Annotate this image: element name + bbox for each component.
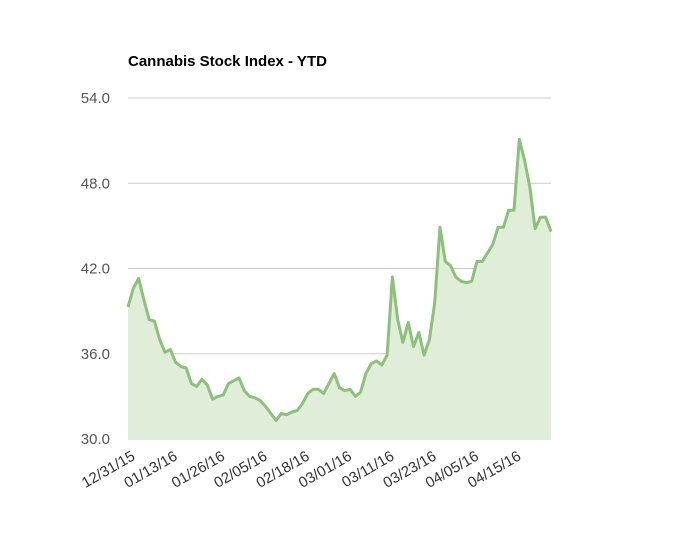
- y-tick-label: 54.0: [81, 90, 110, 107]
- y-tick-label: 30.0: [81, 431, 110, 448]
- chart-title: Cannabis Stock Index - YTD: [128, 53, 327, 70]
- y-tick-label: 42.0: [81, 261, 110, 278]
- series-line: [126, 137, 553, 422]
- y-axis: 30.0 36.0 42.0 48.0 54.0: [81, 90, 110, 448]
- y-tick-label: 36.0: [81, 346, 110, 363]
- y-tick-label: 48.0: [81, 175, 110, 192]
- x-axis: 12/31/1501/13/1601/26/1602/05/1602/18/16…: [79, 448, 524, 492]
- area-fill: [128, 139, 551, 439]
